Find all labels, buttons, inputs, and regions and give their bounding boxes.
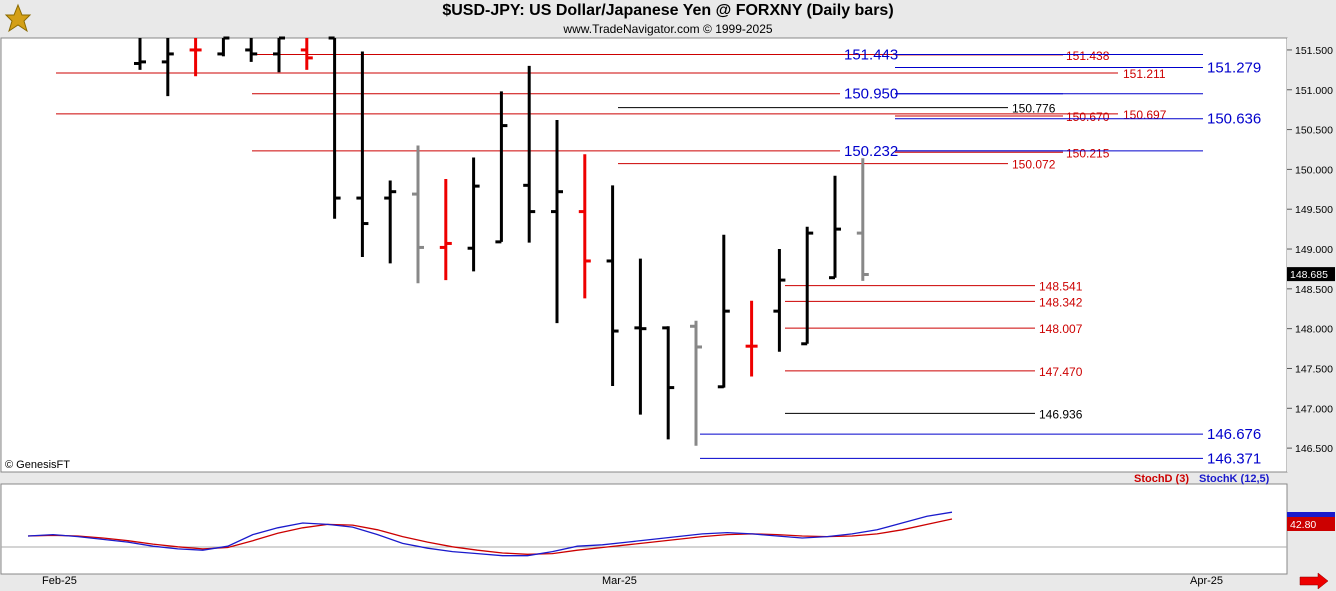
y-tick-label: 147.000 <box>1295 403 1333 415</box>
ohlc-bar <box>551 120 563 324</box>
ohlc-bar <box>856 158 869 281</box>
y-tick-label: 147.500 <box>1295 363 1333 375</box>
ohlc-bar <box>439 178 452 281</box>
level-label: 151.443 <box>844 46 898 63</box>
ohlc-bar <box>690 320 702 446</box>
y-tick-label: 148.000 <box>1295 324 1333 336</box>
stochd-line <box>27 518 953 555</box>
level-line: 150.776 <box>618 102 1056 116</box>
y-tick-label: 151.000 <box>1295 85 1333 97</box>
level-label: 148.342 <box>1039 295 1083 309</box>
ohlc-bar <box>467 157 480 272</box>
date-label-apr: Apr-25 <box>1190 575 1223 587</box>
ohlc-bar <box>606 185 619 386</box>
level-label: 150.072 <box>1012 158 1056 172</box>
ohlc-bar <box>217 36 230 57</box>
ohlc-bar <box>495 91 508 244</box>
level-line: 150.636 <box>895 111 1261 128</box>
level-label: 147.470 <box>1039 365 1083 379</box>
ohlc-bar <box>384 180 397 264</box>
y-tick-label: 151.500 <box>1295 45 1333 57</box>
y-tick-label: 150.000 <box>1295 164 1333 176</box>
level-line: 150.072 <box>618 158 1056 172</box>
ohlc-bar <box>245 38 258 62</box>
ohlc-bar <box>134 38 146 70</box>
date-label-mar: Mar-25 <box>602 575 637 587</box>
logo-icon <box>4 3 32 33</box>
ohlc-bar <box>300 38 313 70</box>
date-label-feb: Feb-25 <box>42 575 77 587</box>
ohlc-bar <box>328 36 341 219</box>
level-label: 151.279 <box>1207 60 1261 77</box>
level-label: 146.371 <box>1207 450 1261 467</box>
ohlc-bar <box>773 249 786 352</box>
level-label: 150.232 <box>844 143 898 160</box>
ohlc-bar <box>801 226 814 346</box>
chart-subtitle: www.TradeNavigator.com © 1999-2025 <box>563 22 773 36</box>
level-label: 150.776 <box>1012 102 1056 116</box>
y-tick-label: 150.500 <box>1295 125 1333 137</box>
level-line: 147.470 <box>785 365 1083 379</box>
level-label: 146.676 <box>1207 426 1261 443</box>
ohlc-bar <box>161 38 174 97</box>
level-line: 150.670 <box>895 110 1110 124</box>
copyright-label: © GenesisFT <box>5 459 70 471</box>
ohlc-bar <box>717 234 730 389</box>
level-label: 150.636 <box>1207 111 1261 128</box>
y-tick-label: 149.500 <box>1295 204 1333 216</box>
y-tick-label: 148.500 <box>1295 284 1333 296</box>
stoch-value-label: 42.80 <box>1290 519 1316 531</box>
stochd-legend: StochD (3) <box>1134 473 1189 485</box>
level-line: 146.371 <box>700 450 1261 467</box>
stochastic-panel <box>0 483 1288 575</box>
level-line: 146.676 <box>700 426 1261 443</box>
chart-title: $USD-JPY: US Dollar/Japanese Yen @ FORXN… <box>442 2 894 19</box>
last-price-label: 148.685 <box>1290 269 1328 281</box>
level-label: 150.950 <box>844 86 898 103</box>
level-line: 148.007 <box>785 322 1083 336</box>
scroll-right-arrow-icon[interactable] <box>1299 572 1329 590</box>
level-line: 151.279 <box>895 60 1261 77</box>
ohlc-bar <box>273 36 285 73</box>
level-line: 151.211 <box>56 67 1166 81</box>
ohlc-bar <box>523 65 536 243</box>
level-label: 150.697 <box>1123 108 1167 122</box>
ohlc-bar <box>189 38 202 77</box>
last-price-box <box>1287 267 1335 282</box>
stochk-value-box <box>1287 512 1335 518</box>
ohlc-bar <box>662 326 675 440</box>
level-label: 146.936 <box>1039 407 1083 421</box>
level-label: 150.670 <box>1066 110 1110 124</box>
ohlc-bar <box>634 258 647 415</box>
level-line: 150.215 <box>895 146 1110 160</box>
level-label: 148.007 <box>1039 322 1083 336</box>
ohlc-bar <box>829 175 841 280</box>
y-tick-label: 146.500 <box>1295 443 1333 455</box>
level-label: 151.438 <box>1066 49 1110 63</box>
stochk-line <box>27 511 953 557</box>
y-tick-label: 149.000 <box>1295 244 1333 256</box>
y-axis-strip <box>1287 38 1335 472</box>
level-line: 148.342 <box>785 295 1083 309</box>
ohlc-bar <box>578 154 591 299</box>
stochd-value-box <box>1287 517 1335 531</box>
price-panel <box>0 37 1288 473</box>
level-line: 146.936 <box>785 407 1083 421</box>
ohlc-bar <box>745 300 758 377</box>
level-label: 150.215 <box>1066 146 1110 160</box>
level-line: 148.541 <box>785 280 1083 294</box>
level-label: 151.211 <box>1123 67 1166 81</box>
stochk-legend: StochK (12,5) <box>1199 473 1270 485</box>
ohlc-bar <box>412 145 424 284</box>
ohlc-bar <box>356 51 369 257</box>
level-label: 148.541 <box>1039 280 1083 294</box>
